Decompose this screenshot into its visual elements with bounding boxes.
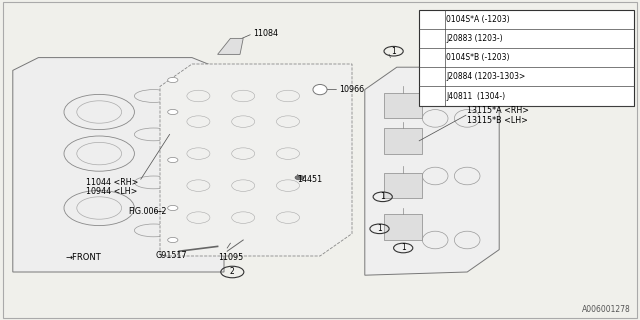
Text: J40811  (1304-): J40811 (1304-): [446, 92, 505, 100]
Polygon shape: [218, 38, 243, 54]
Text: 13115*B <LH>: 13115*B <LH>: [467, 116, 528, 124]
Text: 1: 1: [377, 224, 382, 233]
Circle shape: [168, 77, 178, 83]
Text: 2: 2: [230, 268, 235, 276]
Text: 13115*A <RH>: 13115*A <RH>: [467, 106, 529, 115]
Circle shape: [168, 237, 178, 243]
Text: 10966: 10966: [339, 85, 364, 94]
Ellipse shape: [313, 84, 327, 95]
Bar: [384, 128, 422, 154]
Circle shape: [168, 157, 178, 163]
Text: 10944 <LH>: 10944 <LH>: [86, 188, 138, 196]
Text: 14451: 14451: [298, 175, 323, 184]
Text: G91517: G91517: [156, 252, 188, 260]
Text: 11095: 11095: [218, 253, 243, 262]
Text: 11044 <RH>: 11044 <RH>: [86, 178, 139, 187]
Circle shape: [295, 175, 304, 180]
Polygon shape: [160, 64, 352, 256]
Text: 1: 1: [391, 47, 396, 56]
Text: 0104S*A (-1203): 0104S*A (-1203): [446, 15, 509, 24]
Text: 1: 1: [380, 192, 385, 201]
Text: 2: 2: [431, 72, 436, 81]
Text: J20884 (1203-1303>: J20884 (1203-1303>: [446, 72, 525, 81]
Circle shape: [168, 109, 178, 115]
Text: 1: 1: [401, 244, 406, 252]
Text: 1: 1: [431, 15, 436, 24]
Bar: [384, 93, 422, 118]
Text: A006001278: A006001278: [582, 305, 630, 314]
Text: 0104S*B (-1203): 0104S*B (-1203): [446, 53, 509, 62]
Text: FIG.006-2: FIG.006-2: [128, 207, 166, 216]
Bar: [384, 173, 422, 198]
Polygon shape: [365, 67, 499, 275]
FancyBboxPatch shape: [419, 10, 634, 106]
Text: 11084: 11084: [253, 29, 278, 38]
Polygon shape: [13, 58, 224, 272]
Text: →FRONT: →FRONT: [65, 253, 101, 262]
Text: J20883 (1203-): J20883 (1203-): [446, 34, 502, 43]
Bar: [384, 214, 422, 240]
Circle shape: [168, 205, 178, 211]
